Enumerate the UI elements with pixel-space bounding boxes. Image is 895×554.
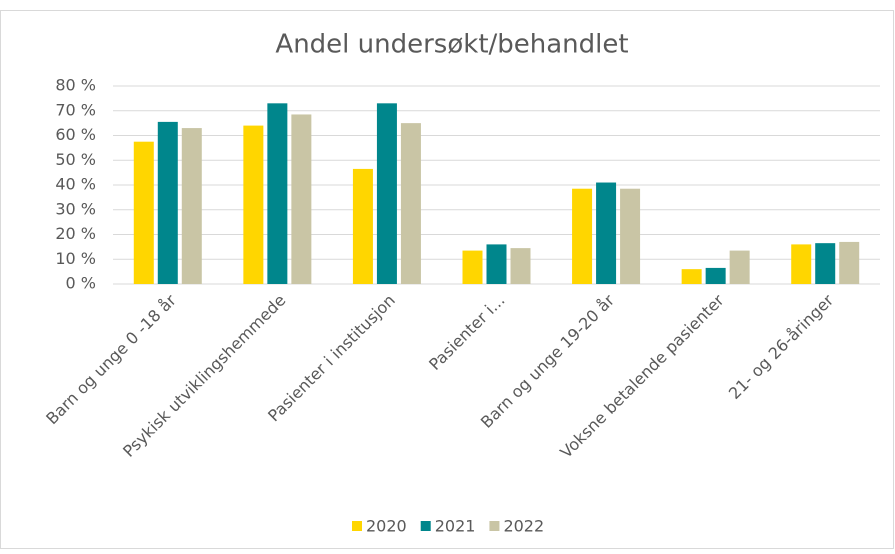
bar (729, 250, 750, 284)
bar (352, 168, 373, 284)
y-tick-label: 80 % (55, 76, 96, 95)
bar (400, 123, 421, 284)
bar (462, 250, 483, 284)
bar (596, 182, 617, 284)
bar (157, 121, 178, 284)
chart-title: Andel undersøkt/behandlet (275, 30, 628, 60)
y-tick-label: 10 % (55, 249, 96, 268)
y-tick-label: 50 % (55, 150, 96, 169)
y-tick-label: 0 % (66, 274, 96, 293)
bar (510, 248, 531, 284)
bar (620, 188, 641, 284)
bar (243, 125, 264, 284)
legend-swatch (352, 521, 362, 531)
bar (181, 128, 202, 284)
y-tick-label: 70 % (55, 100, 96, 119)
y-tick-label: 30 % (55, 199, 96, 218)
bar (815, 243, 836, 284)
bar (133, 141, 154, 284)
bar (839, 241, 860, 284)
legend-label: 2021 (435, 517, 476, 536)
legend-swatch (420, 521, 431, 531)
bar (791, 244, 812, 284)
bar (681, 269, 702, 284)
legend-label: 2022 (503, 517, 544, 536)
y-tick-label: 60 % (55, 125, 96, 144)
bar (267, 103, 288, 284)
bar (486, 244, 507, 284)
legend-swatch (489, 521, 500, 531)
y-tick-label: 40 % (55, 175, 96, 194)
bar (572, 188, 593, 284)
bar (291, 114, 312, 285)
bar (705, 267, 726, 284)
legend-label: 2020 (366, 517, 407, 536)
y-tick-label: 20 % (55, 224, 96, 243)
bar (376, 103, 397, 284)
